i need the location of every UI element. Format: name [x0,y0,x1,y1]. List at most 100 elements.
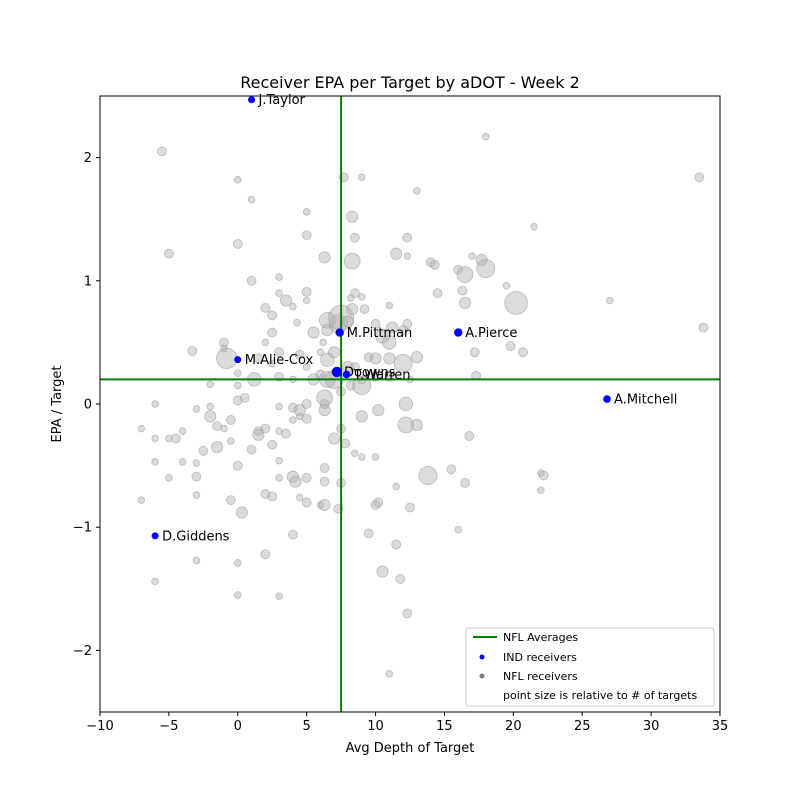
nfl-receiver-point [358,173,366,182]
nfl-receiver-point [220,424,228,433]
ind-receiver-point [342,370,351,379]
y-axis-ticks: −2 −1 0 1 2 [73,151,100,659]
x-tick-label: −5 [159,719,178,734]
legend-box [465,627,715,707]
ind-receiver-label: M.Alie-Cox [245,353,314,368]
nfl-receiver-point [151,434,159,443]
nfl-receiver-point [341,315,355,328]
nfl-receiver-point [376,565,389,578]
nfl-receiver-point [137,424,146,433]
nfl-receiver-point [319,463,330,473]
legend-ind-swatch [479,654,485,660]
nfl-receiver-point [163,248,174,259]
ind-receiver-label: A.Pierce [465,326,517,341]
y-tick-label: 1 [84,274,92,289]
nfl-receiver-point [459,296,472,310]
nfl-receiver-point [352,376,372,396]
nfl-receiver-point [413,187,421,195]
nfl-receiver-point [385,301,394,310]
ind-receiver-point [151,532,159,540]
nfl-receiver-point [464,431,475,441]
nfl-receiver-point [319,338,327,347]
nfl-receiver-point [275,402,283,411]
x-tick-label: 30 [643,719,660,734]
x-tick-label: 0 [234,719,242,734]
nfl-receiver-point [456,266,474,283]
nfl-receiver-point [469,347,480,358]
nfl-receiver-point [694,172,705,183]
nfl-receiver-point [482,132,490,141]
nfl-receiver-point [191,471,202,482]
ind-receiver-point [248,96,256,104]
nfl-receiver-point [395,574,406,584]
nfl-receiver-point [405,502,415,513]
nfl-receiver-point [390,247,403,260]
nfl-receiver-point [301,286,312,297]
nfl-receiver-point [234,381,242,390]
nfl-receiver-point [349,232,360,243]
nfl-receiver-point [460,477,471,488]
nfl-receiver-point [151,577,159,586]
nfl-receiver-point [370,319,381,329]
nfl-receiver-point [267,439,278,450]
nfl-receiver-point [232,460,243,471]
y-tick-label: −1 [73,521,92,536]
nfl-receiver-point [216,347,238,370]
nfl-receiver-point [432,288,443,299]
nfl-receiver-point [410,418,423,431]
y-axis-label: EPA / Target [50,366,65,443]
ind-receiver-label: A.Mitchell [614,393,677,408]
nfl-receiver-point [398,325,409,335]
nfl-receiver-point [235,506,248,519]
nfl-receiver-point [287,402,298,413]
ind-receiver-point [454,328,463,337]
nfl-receiver-point [261,338,270,347]
nfl-receiver-point [301,230,312,241]
nfl-receiver-point [267,327,278,338]
legend-nfl-swatch [479,673,485,679]
nfl-receiver-point [289,302,297,311]
nfl-receiver-point [358,453,366,461]
nfl-receiver-point [246,444,257,455]
y-tick-label: −2 [73,644,92,659]
nfl-receiver-point [698,322,709,333]
nfl-receiver-point [287,529,298,540]
nfl-receiver-point [219,337,229,348]
averages-layer [100,96,720,712]
x-axis-label: Avg Depth of Target [346,741,475,756]
nfl-receiver-point [225,415,236,425]
nfl-receiver-point [246,275,257,286]
nfl-receiver-point [294,349,305,360]
nfl-receiver-point [279,294,293,307]
x-tick-label: 20 [505,719,522,734]
nfl-receiver-point [346,210,359,223]
nfl-receiver-point [187,346,198,356]
nfl-receiver-point [234,176,242,184]
nfl-receiver-point [211,441,224,454]
nfl-receiver-point [371,453,380,461]
nfl-receiver-point [518,347,528,358]
nfl-receiver-point [382,335,397,350]
nfl-receiver-point [402,608,413,619]
nfl-receiver-point [454,525,462,534]
nfl-receiver-point [393,353,413,373]
nfl-receiver-point [267,310,278,321]
y-tick-label: 0 [84,398,92,413]
nfl-receiver-point [192,405,201,413]
nfl-receivers-layer [137,132,709,678]
nfl-receiver-point [386,321,399,334]
nfl-receiver-point [274,347,285,358]
nfl-receiver-point [457,285,468,296]
nfl-receiver-point [192,491,201,499]
ind-receiver-point [234,356,242,364]
nfl-receiver-point [227,437,235,445]
nfl-receiver-point [225,495,236,505]
nfl-receiver-point [296,493,304,502]
ind-receiver-point [603,395,611,403]
x-tick-label: 10 [367,719,384,734]
nfl-receiver-point [429,259,440,270]
nfl-receiver-point [301,413,312,424]
nfl-receiver-point [301,473,312,483]
nfl-receiver-point [318,251,331,264]
x-tick-label: −10 [86,719,113,734]
